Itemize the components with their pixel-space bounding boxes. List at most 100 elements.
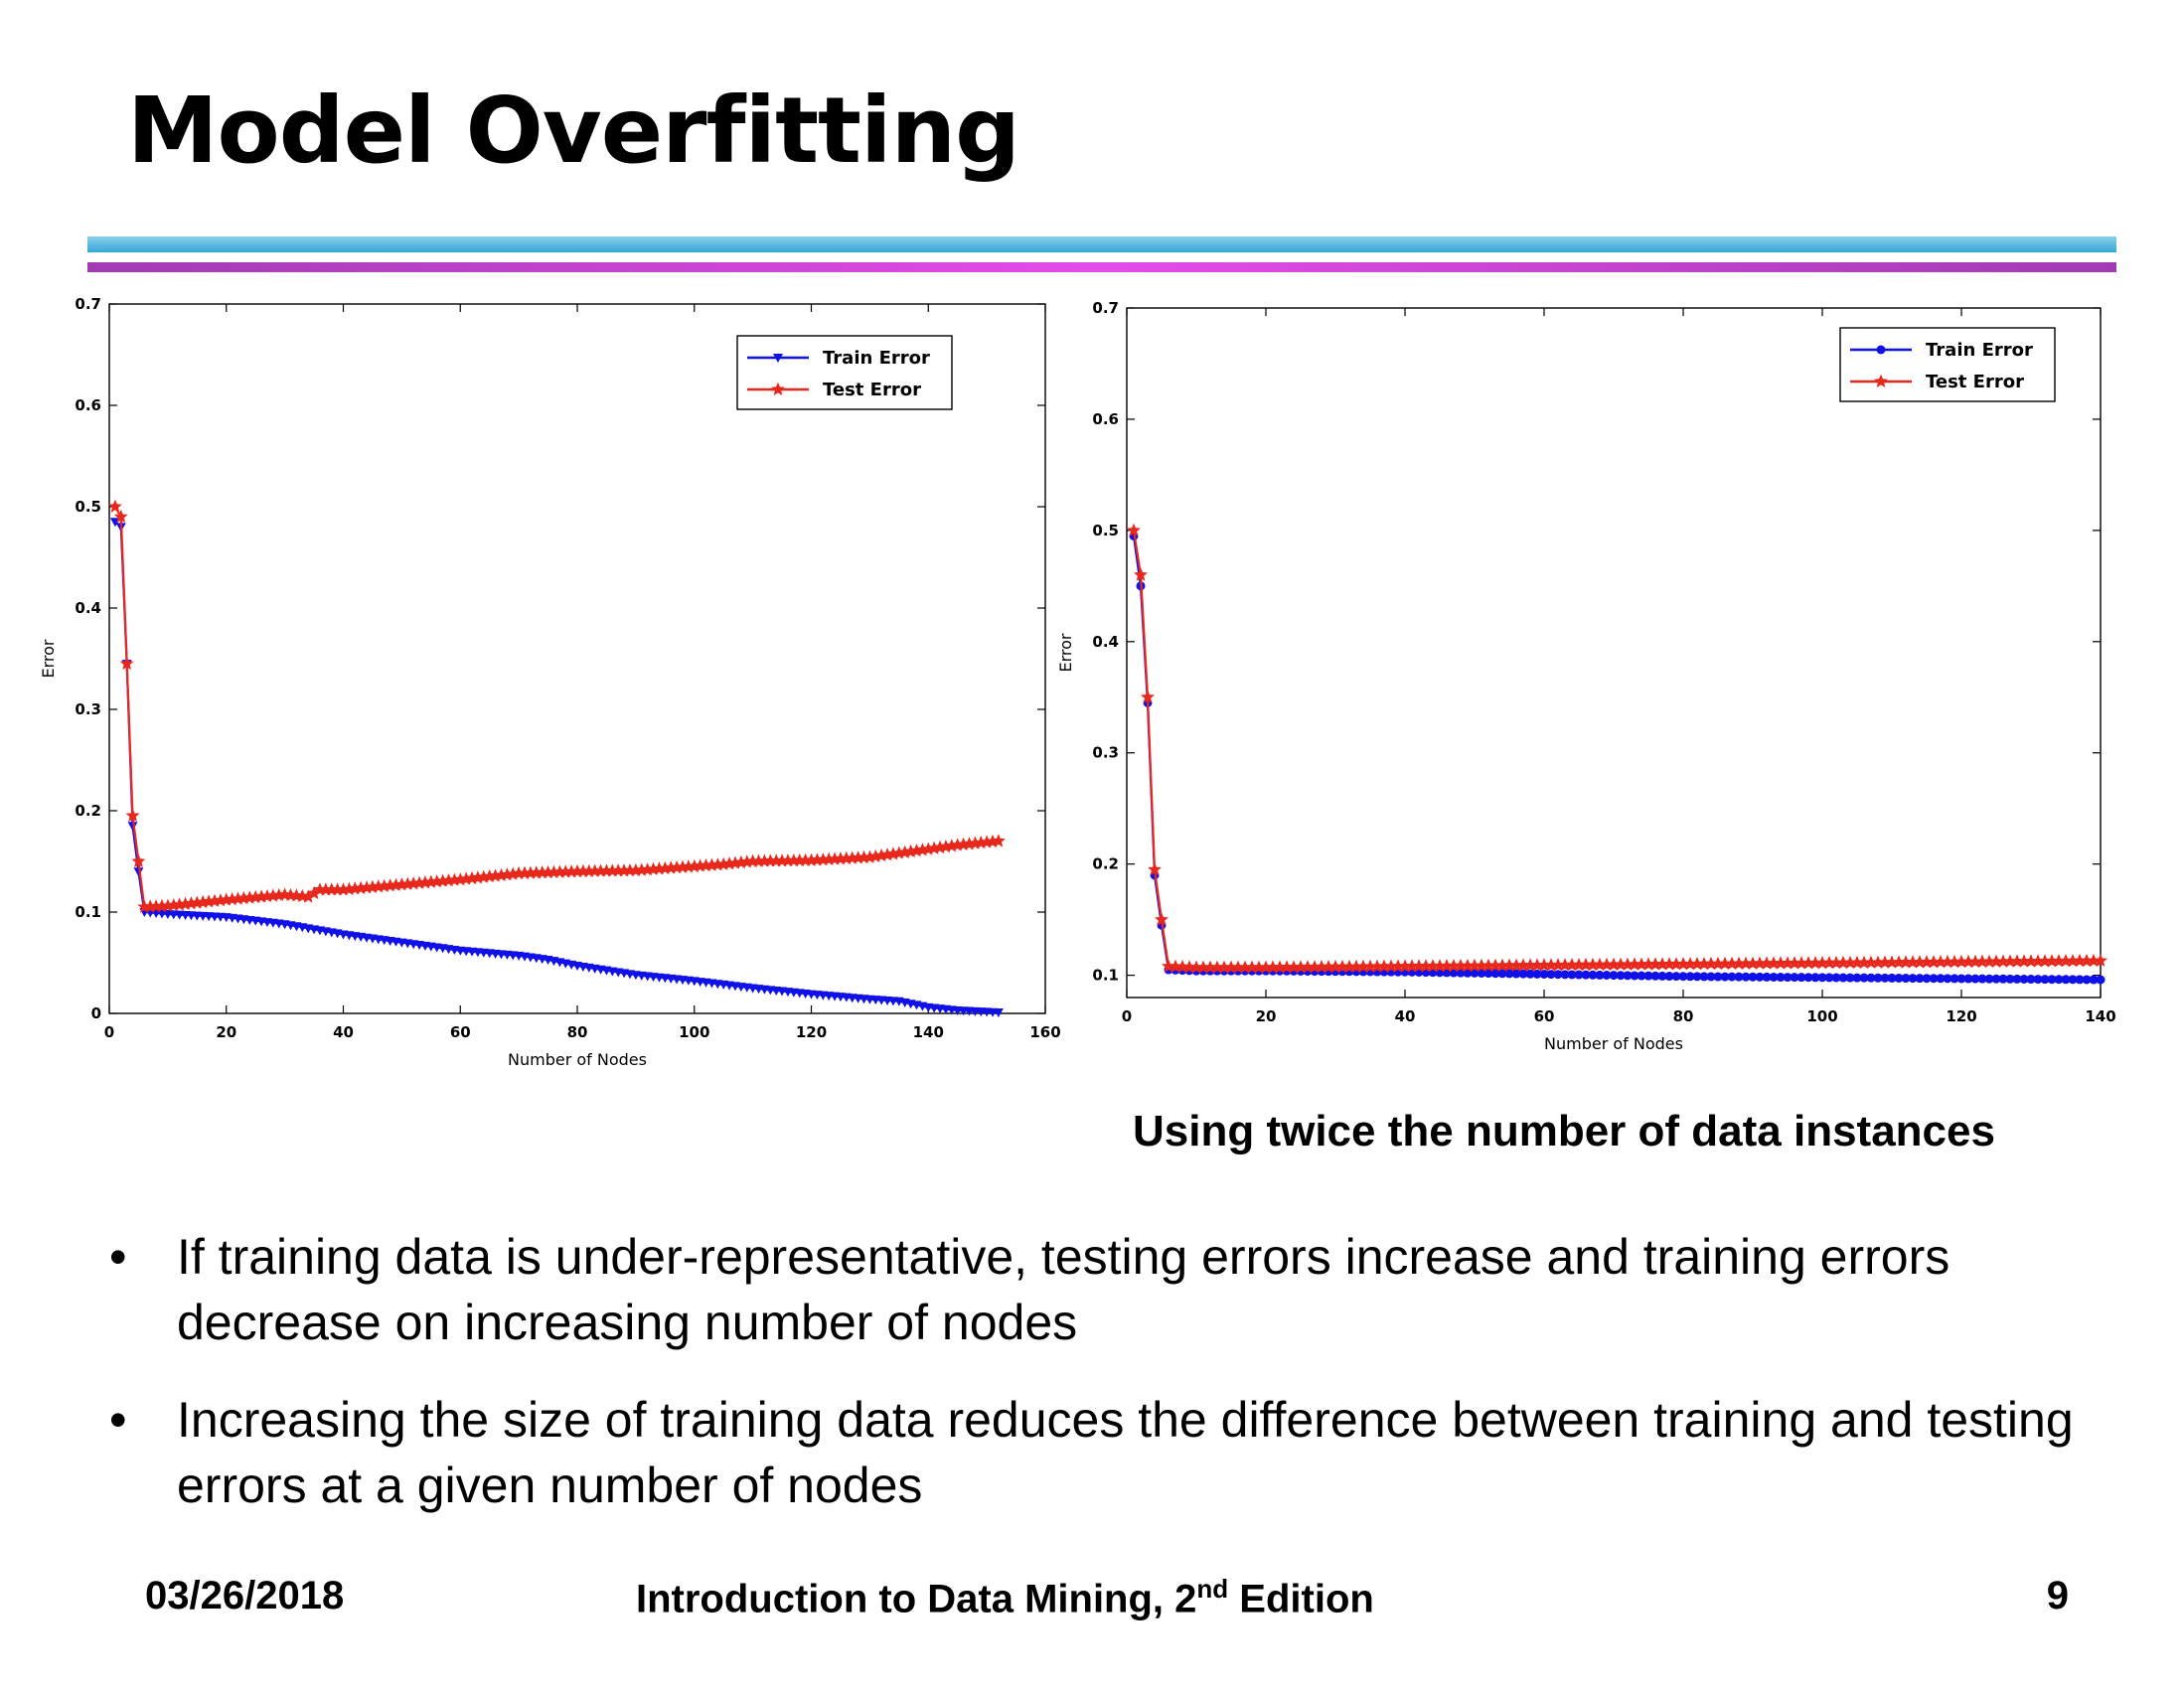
- data-point: [1859, 973, 1869, 983]
- plot-area-frame: [108, 303, 1046, 1014]
- data-point: [1762, 972, 1772, 982]
- data-point: [2054, 975, 2064, 985]
- data-point: [2089, 975, 2099, 985]
- bullet-item: • If training data is under-representati…: [99, 1224, 2146, 1355]
- series-line: [1132, 536, 2102, 982]
- x-tick-label: 20: [216, 1023, 236, 1041]
- series-test-error: [107, 499, 1006, 913]
- data-point: [1769, 972, 1779, 982]
- data-point: [2096, 975, 2106, 985]
- bullet-dot-icon: •: [109, 1229, 127, 1285]
- data-point: [1880, 973, 1890, 983]
- bullet-text: If training data is under-representative…: [177, 1229, 1950, 1350]
- x-tick-label: 100: [1806, 1007, 1837, 1025]
- data-point: [1991, 974, 2001, 984]
- y-tick-label: 0.4: [1092, 633, 1119, 651]
- data-point: [1713, 972, 1723, 982]
- data-point: [119, 656, 134, 671]
- data-point: [1525, 969, 1535, 979]
- series-line: [113, 506, 1000, 909]
- legend-entry-label: Test Error: [823, 380, 921, 400]
- data-point: [1866, 973, 1876, 983]
- data-point: [1908, 974, 1918, 984]
- y-tick-label: 0.7: [1092, 299, 1119, 317]
- bullet-dot-icon: •: [109, 1392, 127, 1448]
- data-point: [991, 834, 1006, 847]
- data-point: [1155, 912, 1169, 926]
- y-tick-label: 0.6: [75, 396, 101, 414]
- x-tick-label: 60: [1534, 1007, 1555, 1025]
- legend-swatch-marker: [773, 354, 783, 363]
- x-tick-label: 20: [1256, 1007, 1277, 1025]
- data-point: [1915, 974, 1925, 984]
- data-point: [1650, 971, 1660, 981]
- series-train-error: [109, 518, 1004, 1017]
- y-tick-label: 0.3: [75, 700, 101, 718]
- x-axis-label: Number of Nodes: [1544, 1034, 1683, 1053]
- data-point: [1657, 971, 1667, 981]
- data-point: [1950, 974, 1959, 984]
- y-tick-label: 0.3: [1092, 744, 1119, 762]
- data-point: [1560, 970, 1570, 980]
- footer-page-number: 9: [2046, 1574, 2069, 1617]
- data-point: [1734, 972, 1744, 982]
- data-point: [1477, 968, 1486, 978]
- data-point: [1664, 972, 1674, 982]
- chart-right: 0 20 40 60 80 100 120 140 0.1 0.2 0.3 0.4 0.5 0.6 0.7 N…: [1056, 299, 2116, 1053]
- data-point: [2082, 975, 2092, 985]
- x-tick-label: 60: [450, 1023, 471, 1041]
- legend-frame: [1839, 327, 2056, 402]
- data-point: [1699, 972, 1709, 982]
- y-tick-label: 0.1: [1092, 967, 1119, 985]
- data-point: [1824, 973, 1834, 983]
- data-point: [1727, 972, 1737, 982]
- data-point: [1483, 969, 1493, 979]
- data-point: [1602, 971, 1612, 981]
- data-point: [1796, 973, 1806, 983]
- data-point: [2061, 975, 2071, 985]
- x-tick-label: 140: [913, 1023, 944, 1041]
- data-point: [1873, 973, 1883, 983]
- data-point: [1706, 972, 1716, 982]
- chart-caption: Using twice the number of data instances: [1133, 1107, 1995, 1155]
- series-test-error: [1127, 523, 2107, 974]
- data-point: [1838, 973, 1848, 983]
- data-point: [113, 509, 128, 524]
- y-tick-label: 0.2: [75, 802, 101, 820]
- y-tick-label: 0.1: [75, 903, 101, 921]
- data-point: [1470, 968, 1480, 978]
- data-point: [1901, 974, 1911, 984]
- title-rule-magenta: [87, 262, 2116, 272]
- x-tick-label: 140: [2085, 1007, 2115, 1025]
- data-point: [107, 499, 122, 513]
- data-point: [1609, 971, 1619, 981]
- y-axis-label: Error: [1056, 633, 1075, 672]
- data-point: [1553, 970, 1563, 980]
- data-point: [1463, 968, 1473, 978]
- data-point: [1127, 523, 1141, 537]
- legend-swatch-marker: [1874, 374, 1888, 387]
- data-point: [2075, 975, 2085, 985]
- data-point: [1755, 972, 1765, 982]
- x-tick-label: 0: [104, 1023, 114, 1041]
- data-point: [1748, 972, 1758, 982]
- y-tick-label: 0.5: [1092, 522, 1119, 539]
- data-point: [1790, 973, 1799, 983]
- data-point: [1588, 970, 1598, 980]
- chart-legend: Train Error Test Error: [1839, 327, 2056, 402]
- data-point: [2040, 975, 2050, 985]
- x-tick-label: 40: [1395, 1007, 1416, 1025]
- y-tick-label: 0.6: [1092, 410, 1119, 428]
- footer-book-title: Introduction to Data Mining, 2nd Edition: [636, 1574, 1374, 1621]
- data-point: [1567, 970, 1577, 980]
- data-point: [1852, 973, 1862, 983]
- footer-date: 03/26/2018: [145, 1574, 345, 1617]
- data-point: [125, 808, 140, 823]
- data-point: [1546, 970, 1556, 980]
- y-tick-label: 0.4: [75, 599, 101, 617]
- x-tick-label: 80: [1673, 1007, 1694, 1025]
- data-point: [1490, 969, 1500, 979]
- data-point: [1504, 969, 1514, 979]
- data-point: [1532, 969, 1542, 979]
- data-point: [1623, 971, 1633, 981]
